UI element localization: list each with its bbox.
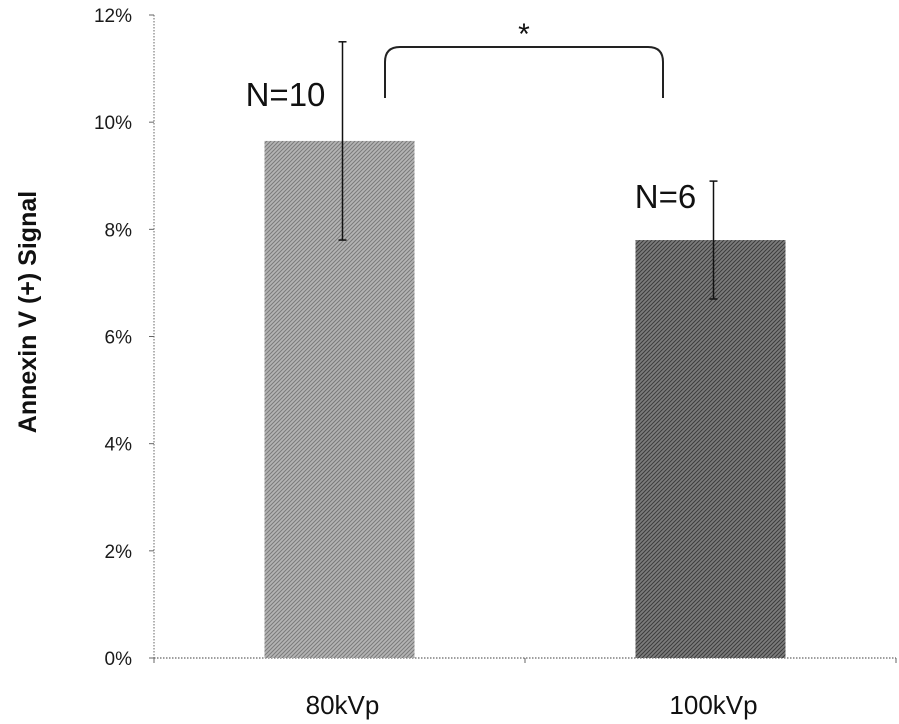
y-tick-label: 8% <box>105 220 133 241</box>
y-tick-label: 6% <box>105 328 133 349</box>
error-bar-100kvp <box>709 180 718 300</box>
x-ticks <box>153 658 897 663</box>
error-bar-80kvp <box>338 41 347 241</box>
significance-bracket <box>384 46 664 98</box>
bar-100kvp <box>635 240 786 659</box>
x-category-label: 100kVp <box>669 690 757 720</box>
y-tick-label: 10% <box>94 113 132 134</box>
n-annotation-2: N=6 <box>635 178 696 215</box>
n-annotations: N=10 N=6 <box>246 76 697 215</box>
y-tick-label: 12% <box>94 6 132 27</box>
n-annotation-1: N=10 <box>246 76 326 113</box>
x-category-label: 80kVp <box>306 690 380 720</box>
y-ticks: 0% 2% 4% 6% 8% 10% 12% <box>94 6 154 670</box>
bar-80kvp <box>264 140 415 658</box>
y-tick-label: 4% <box>105 435 133 456</box>
y-axis-title: Annexin V (+) Signal <box>14 191 42 433</box>
x-category-labels: 80kVp 100kVp <box>306 690 758 720</box>
bars <box>264 140 786 659</box>
significance-asterisk: * <box>518 18 530 51</box>
error-bars <box>338 41 718 300</box>
y-tick-label: 2% <box>105 542 133 563</box>
y-tick-label: 0% <box>105 649 133 670</box>
